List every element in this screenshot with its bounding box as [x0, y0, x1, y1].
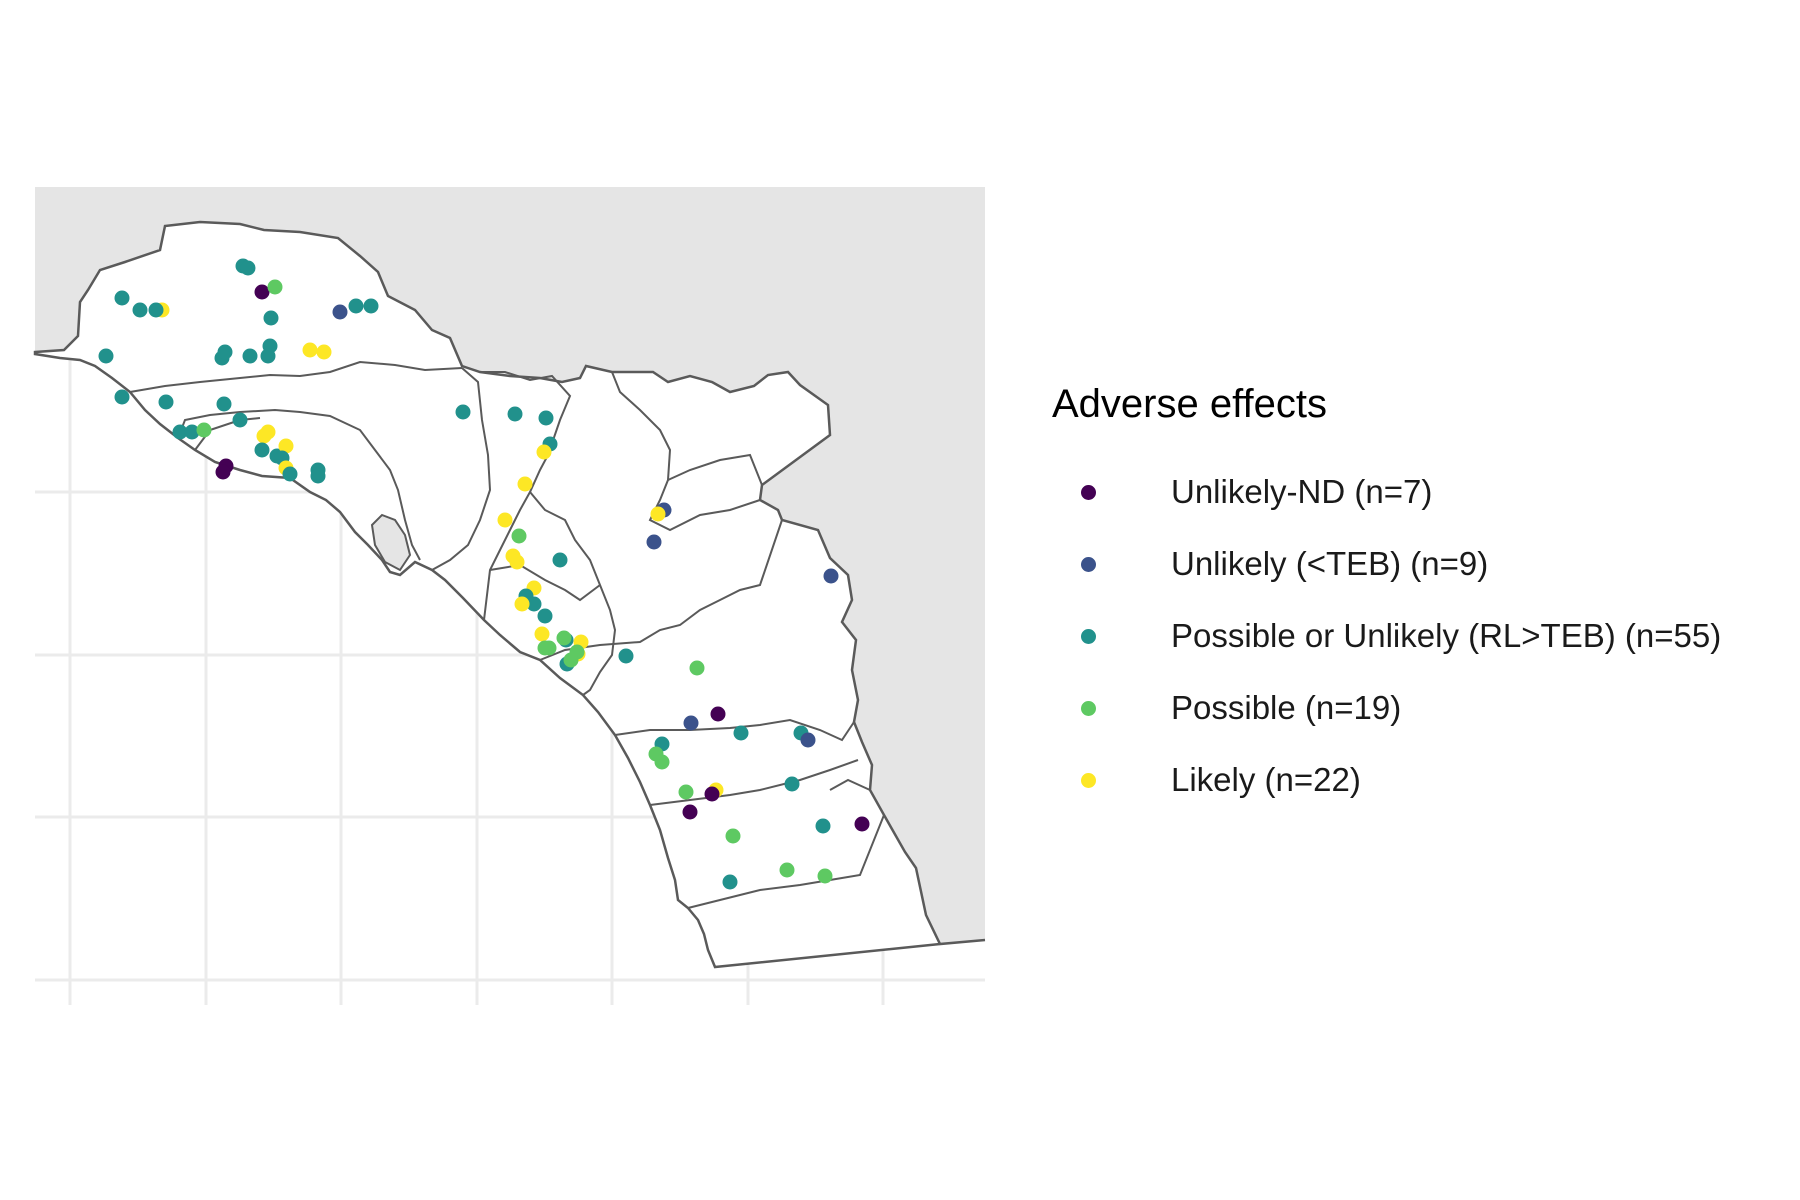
legend-label: Possible (n=19) [1171, 689, 1402, 726]
point-possible [563, 652, 579, 668]
point-possible [817, 868, 833, 884]
point-possible [654, 754, 670, 770]
legend-item-unlikely-nd: Unlikely-ND (n=7) [1052, 456, 1772, 528]
legend-key-likely [1081, 772, 1096, 788]
point-likely [534, 626, 550, 642]
point-possible-or-unlikely [552, 552, 568, 568]
legend-key-possible [1081, 700, 1096, 716]
legend-key-unlikely-nd [1081, 484, 1096, 500]
point-unlikely-nd [682, 804, 698, 820]
ocean-region [35, 187, 985, 944]
legend-key-unlikely [1081, 556, 1096, 572]
point-possible-or-unlikely [815, 818, 831, 834]
point-possible-or-unlikely [784, 776, 800, 792]
point-possible [541, 640, 557, 656]
point-unlikely-nd [215, 464, 231, 480]
point-unlikely [683, 715, 699, 731]
county-borders [129, 360, 885, 909]
point-likely [517, 476, 533, 492]
point-possible-or-unlikely [363, 298, 379, 314]
point-possible [196, 422, 212, 438]
point-possible-or-unlikely [98, 348, 114, 364]
point-possible [267, 279, 283, 295]
point-possible-or-unlikely [538, 410, 554, 426]
point-possible-or-unlikely [114, 290, 130, 306]
point-unlikely [823, 568, 839, 584]
point-possible-or-unlikely [242, 348, 258, 364]
point-possible-or-unlikely [310, 468, 326, 484]
legend-item-possible-or-unlikely: Possible or Unlikely (RL>TEB) (n=55) [1052, 600, 1772, 672]
point-unlikely [800, 732, 816, 748]
point-possible-or-unlikely [254, 442, 270, 458]
point-possible-or-unlikely [148, 302, 164, 318]
point-likely [260, 424, 276, 440]
point-possible-or-unlikely [348, 298, 364, 314]
point-possible-or-unlikely [282, 466, 298, 482]
point-possible-or-unlikely [507, 406, 523, 422]
point-likely [650, 506, 666, 522]
point-possible-or-unlikely [526, 596, 542, 612]
island [370, 513, 412, 572]
point-unlikely [332, 304, 348, 320]
point-unlikely-nd [254, 284, 270, 300]
point-likely [278, 438, 294, 454]
point-unlikely-nd [704, 786, 720, 802]
legend-label: Unlikely (<TEB) (n=9) [1171, 545, 1489, 582]
point-likely [302, 342, 318, 358]
point-possible [678, 784, 694, 800]
point-unlikely-nd [710, 706, 726, 722]
point-possible-or-unlikely [240, 260, 256, 276]
point-possible-or-unlikely [455, 404, 471, 420]
point-likely [509, 554, 525, 570]
point-possible [725, 828, 741, 844]
point-unlikely-nd [854, 816, 870, 832]
point-unlikely [646, 534, 662, 550]
point-possible-or-unlikely [217, 344, 233, 360]
legend-label: Likely (n=22) [1171, 761, 1361, 798]
legend-item-unlikely: Unlikely (<TEB) (n=9) [1052, 528, 1772, 600]
legend-label: Unlikely-ND (n=7) [1171, 473, 1433, 510]
point-possible [689, 660, 705, 676]
point-possible-or-unlikely [216, 396, 232, 412]
legend-item-possible: Possible (n=19) [1052, 672, 1772, 744]
legend-item-likely: Likely (n=22) [1052, 744, 1772, 816]
map-points [98, 258, 870, 890]
point-likely [497, 512, 513, 528]
point-likely [514, 596, 530, 612]
point-possible-or-unlikely [172, 424, 188, 440]
point-possible-or-unlikely [733, 725, 749, 741]
legend-key-possible-or-unlikely [1081, 628, 1096, 644]
point-possible-or-unlikely [618, 648, 634, 664]
point-likely [536, 444, 552, 460]
point-possible-or-unlikely [263, 310, 279, 326]
point-possible-or-unlikely [232, 412, 248, 428]
point-likely [316, 344, 332, 360]
point-possible-or-unlikely [184, 424, 200, 440]
point-possible-or-unlikely [260, 348, 276, 364]
point-possible [779, 862, 795, 878]
legend-title: Adverse effects [1052, 382, 1327, 426]
point-possible-or-unlikely [158, 394, 174, 410]
legend: Adverse effects Unlikely-ND (n=7) Unlike… [1052, 378, 1772, 816]
point-possible-or-unlikely [722, 874, 738, 890]
point-possible-or-unlikely [114, 389, 130, 405]
point-possible [556, 630, 572, 646]
point-possible-or-unlikely [132, 302, 148, 318]
point-possible-or-unlikely [537, 608, 553, 624]
legend-label: Possible or Unlikely (RL>TEB) (n=55) [1171, 617, 1722, 654]
point-possible [511, 528, 527, 544]
